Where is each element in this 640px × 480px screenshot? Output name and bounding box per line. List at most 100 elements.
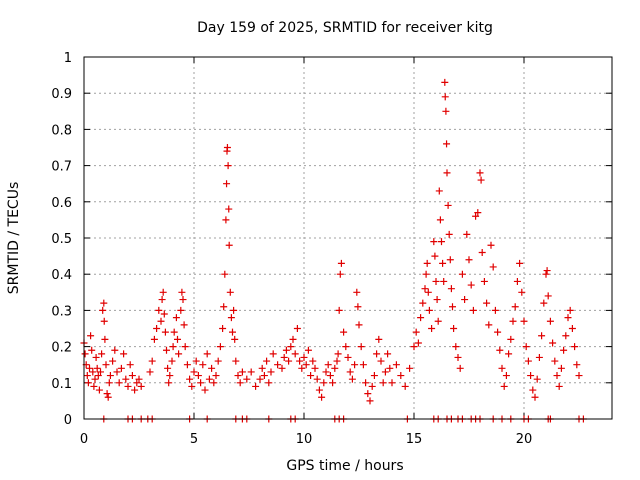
data-point: [232, 357, 240, 365]
data-point: [287, 343, 295, 351]
data-point: [109, 357, 117, 365]
data-point: [146, 368, 154, 376]
data-point: [483, 299, 491, 307]
data-point: [103, 390, 111, 398]
y-tick-label: 0.7: [51, 160, 72, 175]
data-point: [450, 325, 458, 332]
data-point: [406, 364, 414, 372]
data-point: [133, 379, 141, 387]
data-point: [177, 306, 185, 314]
y-tick-label: 0.5: [51, 232, 72, 247]
data-point: [88, 346, 96, 354]
data-point: [476, 169, 484, 177]
data-point: [443, 140, 451, 148]
data-point: [549, 339, 557, 347]
data-point: [175, 350, 183, 358]
data-point: [379, 379, 387, 387]
data-point: [87, 332, 95, 340]
data-point: [265, 379, 273, 387]
data-point: [564, 314, 572, 322]
data-point: [513, 277, 521, 285]
data-point: [439, 259, 447, 267]
data-point: [342, 343, 350, 351]
data-point: [230, 306, 238, 314]
data-point: [105, 379, 113, 387]
data-point: [203, 350, 211, 358]
data-point: [430, 238, 438, 246]
data-point: [436, 216, 444, 224]
data-point: [388, 379, 396, 387]
data-point: [441, 93, 449, 101]
data-point: [573, 361, 581, 369]
data-point: [410, 343, 418, 351]
data-point: [496, 346, 504, 354]
data-point: [435, 187, 443, 195]
data-point: [333, 357, 341, 365]
data-point: [221, 270, 229, 278]
data-point: [174, 335, 181, 343]
data-point: [366, 397, 374, 405]
data-point: [256, 375, 264, 383]
data-point: [311, 364, 319, 372]
data-point: [258, 364, 266, 372]
data-point: [456, 364, 464, 372]
data-point: [491, 306, 499, 314]
data-point: [84, 379, 92, 387]
data-point: [522, 343, 530, 351]
data-point: [340, 328, 348, 336]
data-point: [137, 382, 145, 390]
data-point: [148, 357, 156, 365]
data-point: [225, 241, 233, 249]
data-point: [543, 267, 551, 275]
data-point: [401, 382, 409, 390]
data-point: [423, 259, 431, 267]
data-point: [494, 328, 502, 336]
data-point: [86, 364, 93, 372]
data-point: [309, 357, 317, 365]
data-point: [443, 169, 451, 177]
data-point: [474, 209, 482, 217]
data-point: [236, 379, 244, 387]
data-point: [104, 393, 112, 401]
x-tick-label: 0: [80, 432, 88, 447]
data-point: [99, 306, 107, 314]
data-point: [375, 335, 383, 343]
data-point: [571, 343, 579, 351]
data-point: [357, 343, 365, 351]
data-point: [100, 299, 108, 307]
data-point: [355, 321, 363, 329]
data-point: [348, 375, 356, 383]
data-point: [179, 296, 187, 304]
data-point: [477, 176, 485, 184]
data-point: [214, 357, 222, 365]
data-point: [269, 350, 277, 358]
data-point: [227, 314, 235, 322]
data-point: [329, 379, 337, 387]
data-point: [238, 368, 246, 376]
data-point: [502, 372, 510, 380]
data-point: [304, 346, 312, 354]
data-point: [92, 353, 100, 361]
axis-ticks: 00.10.20.30.40.50.60.70.80.910 5 10 15 20: [51, 51, 612, 447]
data-point: [91, 375, 99, 383]
data-point: [354, 303, 362, 311]
data-point: [226, 288, 234, 296]
data-point: [487, 241, 495, 249]
data-point: [414, 339, 422, 347]
data-point: [231, 335, 239, 343]
data-point: [433, 296, 441, 304]
x-tick-label: 10: [296, 432, 313, 447]
data-point: [224, 162, 232, 170]
data-point: [296, 357, 304, 365]
data-point: [540, 299, 548, 307]
data-point: [225, 205, 233, 213]
data-point: [432, 277, 440, 285]
data-point: [412, 328, 420, 336]
data-point: [192, 357, 200, 365]
data-point: [223, 180, 231, 188]
data-point: [155, 306, 163, 314]
y-tick-label: 0.6: [51, 196, 72, 211]
data-point: [480, 277, 488, 285]
data-point: [346, 368, 354, 376]
data-point: [320, 379, 328, 387]
